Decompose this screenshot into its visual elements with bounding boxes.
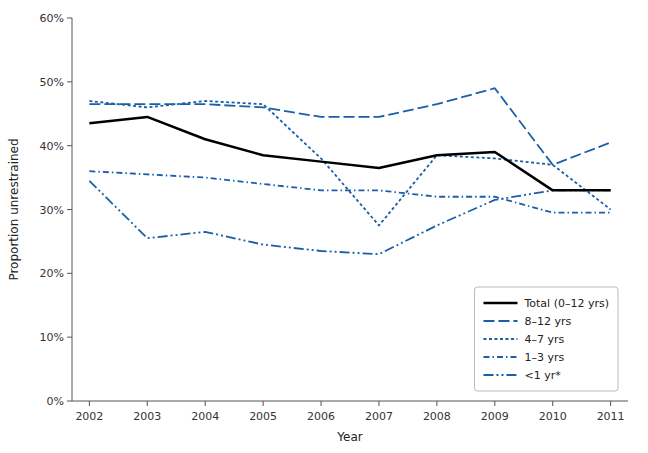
y-tick bbox=[67, 337, 72, 338]
series-line bbox=[89, 88, 610, 165]
x-tick-label: 2010 bbox=[539, 410, 567, 423]
y-tick bbox=[67, 273, 72, 274]
x-tick bbox=[89, 401, 90, 406]
x-tick bbox=[321, 401, 322, 406]
series-line bbox=[89, 117, 610, 190]
x-tick bbox=[610, 401, 611, 406]
y-tick-label: 50% bbox=[40, 76, 64, 89]
y-tick-label: 20% bbox=[40, 267, 64, 280]
x-tick bbox=[494, 401, 495, 406]
legend-label: 1–3 yrs bbox=[524, 351, 564, 364]
x-tick-label: 2006 bbox=[307, 410, 335, 423]
x-tick-label: 2002 bbox=[75, 410, 103, 423]
x-tick-label: 2007 bbox=[365, 410, 393, 423]
legend-label: 4–7 yrs bbox=[524, 333, 564, 346]
x-tick bbox=[436, 401, 437, 406]
x-axis-label: Year bbox=[336, 430, 362, 444]
y-tick bbox=[67, 81, 72, 82]
y-tick bbox=[67, 209, 72, 210]
y-tick-label: 10% bbox=[40, 331, 64, 344]
y-tick-label: 30% bbox=[40, 204, 64, 217]
legend-swatch bbox=[483, 374, 517, 376]
x-tick bbox=[147, 401, 148, 406]
x-tick-label: 2008 bbox=[423, 410, 451, 423]
y-tick-label: 40% bbox=[40, 140, 64, 153]
legend: Total (0–12 yrs) 8–12 yrs 4–7 yrs 1–3 yrs <1… bbox=[474, 287, 618, 391]
x-axis-line bbox=[72, 401, 628, 402]
y-axis-label: Proportion unrestrained bbox=[7, 138, 21, 280]
x-tick-label: 2005 bbox=[249, 410, 277, 423]
y-tick-label: 0% bbox=[47, 395, 64, 408]
legend-swatch bbox=[483, 302, 517, 305]
series-line bbox=[89, 101, 610, 225]
legend-swatch bbox=[483, 356, 517, 358]
plot-area bbox=[89, 88, 610, 254]
x-tick-label: 2004 bbox=[191, 410, 219, 423]
legend-box bbox=[474, 287, 618, 391]
legend-label: Total (0–12 yrs) bbox=[523, 297, 609, 310]
legend-swatch bbox=[483, 320, 517, 322]
legend-label: <1 yr* bbox=[524, 369, 561, 382]
y-tick-label: 60% bbox=[40, 12, 64, 25]
y-tick bbox=[67, 145, 72, 146]
x-tick bbox=[205, 401, 206, 406]
chart: 0% 10% 20% 30% 40% 50% 60% 2002 2003 2004 2005 2006… bbox=[0, 0, 648, 453]
y-tick bbox=[67, 18, 72, 19]
y-tick bbox=[67, 401, 72, 402]
x-tick-label: 2003 bbox=[133, 410, 161, 423]
x-tick bbox=[378, 401, 379, 406]
x-tick-label: 2009 bbox=[481, 410, 509, 423]
legend-label: 8–12 yrs bbox=[524, 315, 571, 328]
x-tick-label: 2011 bbox=[597, 410, 625, 423]
x-tick bbox=[263, 401, 264, 406]
x-tick bbox=[552, 401, 553, 406]
legend-swatch bbox=[483, 338, 517, 340]
